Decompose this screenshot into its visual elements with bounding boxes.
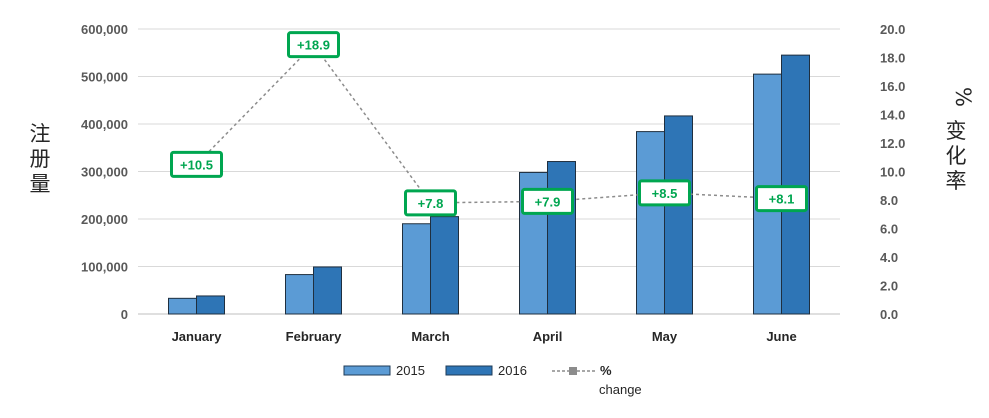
left-tick-label: 0 bbox=[121, 307, 128, 322]
right-tick-label: 16.0 bbox=[880, 79, 905, 94]
right-tick-label: 18.0 bbox=[880, 51, 905, 66]
category-label: February bbox=[286, 329, 342, 344]
bar-2016-june bbox=[781, 54, 810, 315]
legend-swatch-2015 bbox=[343, 365, 391, 376]
category-label: March bbox=[411, 329, 449, 344]
right-axis-title-char: 率 bbox=[946, 169, 967, 193]
legend-swatch-2016 bbox=[445, 365, 493, 376]
category-label: June bbox=[766, 329, 796, 344]
bar-2016-march bbox=[430, 216, 459, 315]
category-label: April bbox=[533, 329, 563, 344]
right-axis-title-char: 变 bbox=[946, 119, 967, 143]
right-tick-label: 20.0 bbox=[880, 22, 905, 37]
right-tick-label: 14.0 bbox=[880, 108, 905, 123]
category-labels: January February March April May June bbox=[172, 329, 797, 344]
right-axis-title-char: 化 bbox=[946, 144, 967, 168]
percent-change-polyline bbox=[195, 43, 782, 204]
percent-change-label: +7.8 bbox=[418, 196, 444, 211]
right-axis-title: % 变 化 率 bbox=[946, 87, 976, 193]
left-tick-label: 600,000 bbox=[81, 22, 128, 37]
right-tick-label: 2.0 bbox=[880, 279, 898, 294]
percent-change-label: +7.9 bbox=[535, 194, 561, 209]
left-axis-title-char: 量 bbox=[30, 172, 51, 196]
legend-label-2015: 2015 bbox=[396, 363, 425, 378]
left-tick-label: 200,000 bbox=[81, 212, 128, 227]
percent-change-label: +8.5 bbox=[652, 186, 678, 201]
percent-change-label-box bbox=[755, 185, 808, 213]
legend-line-marker bbox=[569, 367, 577, 375]
right-tick-label: 8.0 bbox=[880, 193, 898, 208]
left-axis-title: 注 册 量 bbox=[30, 122, 51, 196]
right-tick-label: 4.0 bbox=[880, 250, 898, 265]
category-label: May bbox=[652, 329, 678, 344]
bar-2015-march bbox=[402, 223, 431, 315]
percent-change-label: +18.9 bbox=[297, 38, 330, 53]
percent-change-label-box bbox=[638, 179, 691, 207]
right-tick-label: 10.0 bbox=[880, 165, 905, 180]
right-tick-label: 0.0 bbox=[880, 307, 898, 322]
legend: 2015 2016 % change bbox=[343, 363, 642, 397]
left-tick-label: 500,000 bbox=[81, 70, 128, 85]
bar-2016-february bbox=[313, 266, 342, 315]
left-axis-title-char: 注 bbox=[30, 122, 51, 146]
bar-2016-may bbox=[664, 115, 693, 315]
percent-change-label-box bbox=[521, 187, 574, 215]
percent-change-label: +8.1 bbox=[769, 192, 795, 207]
bar-2015-january bbox=[168, 297, 197, 315]
bar-2015-may bbox=[636, 131, 665, 315]
left-axis-title-char: 册 bbox=[30, 147, 51, 171]
right-axis-ticks: 0.0 2.0 4.0 6.0 8.0 10.0 12.0 14.0 16.0 18.0 20.0 bbox=[880, 22, 905, 322]
left-tick-label: 300,000 bbox=[81, 165, 128, 180]
left-axis-ticks: 0 100,000 200,000 300,000 400,000 500,000 600,… bbox=[81, 22, 128, 322]
right-tick-label: 6.0 bbox=[880, 222, 898, 237]
bar-2015-february bbox=[285, 274, 314, 315]
bar-2016-april bbox=[547, 161, 576, 315]
legend-label-2016: 2016 bbox=[498, 363, 527, 378]
legend-label-change-line2: change bbox=[599, 382, 642, 397]
left-tick-label: 100,000 bbox=[81, 260, 128, 275]
legend-label-change-line1: % bbox=[600, 363, 612, 378]
percent-change-label-box bbox=[170, 150, 223, 178]
percent-change-label-box bbox=[287, 31, 340, 59]
bar-2016-january bbox=[196, 295, 225, 315]
gridlines bbox=[138, 28, 840, 315]
percent-change-label-box bbox=[404, 189, 457, 217]
data-labels: +10.5 +18.9 +7.8 +7.9 +8.5 +8.1 bbox=[170, 31, 808, 217]
left-tick-label: 400,000 bbox=[81, 117, 128, 132]
category-label: January bbox=[172, 329, 223, 344]
percent-change-label: +10.5 bbox=[180, 157, 213, 172]
right-axis-title-char: % bbox=[951, 87, 975, 107]
right-tick-label: 12.0 bbox=[880, 136, 905, 151]
